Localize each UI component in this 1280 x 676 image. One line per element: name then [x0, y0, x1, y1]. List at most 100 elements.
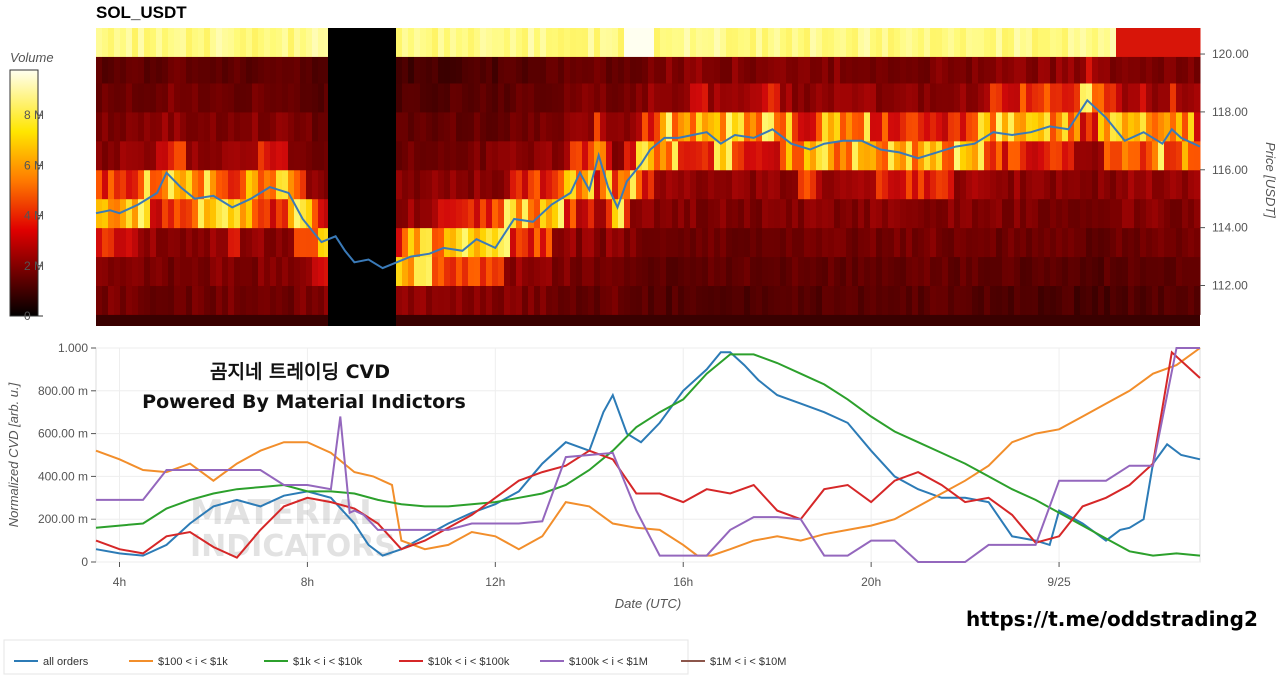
- heatmap-cell: [144, 285, 151, 315]
- heatmap-cell: [642, 169, 649, 200]
- heatmap-cell: [288, 28, 295, 57]
- heatmap-cell: [1056, 54, 1063, 84]
- heatmap-cell: [114, 256, 121, 286]
- heatmap-cell: [462, 169, 469, 200]
- heatmap-cell: [312, 82, 319, 113]
- heatmap-cell: [912, 169, 919, 200]
- heatmap-cell: [732, 111, 739, 142]
- heatmap-cell: [852, 169, 859, 200]
- heatmap-cell: [1062, 82, 1069, 113]
- heatmap-cell: [1086, 111, 1093, 142]
- legend-entry[interactable]: $100 < i < $1k: [158, 656, 228, 668]
- heatmap-cell: [300, 227, 307, 258]
- heatmap-cell: [972, 285, 979, 315]
- telegram-link[interactable]: https://t.me/oddstrading2: [966, 607, 1258, 631]
- heatmap-cell: [486, 54, 493, 84]
- heatmap-cell: [894, 256, 901, 286]
- heatmap-cell: [1098, 256, 1105, 286]
- heatmap-cell: [498, 28, 505, 57]
- heatmap-cell: [630, 140, 637, 171]
- heatmap-cell: [228, 111, 235, 142]
- cvd-series-line-2: [95, 353, 1201, 557]
- heatmap-cell: [516, 256, 523, 286]
- heatmap-cell: [1194, 82, 1201, 113]
- heatmap-cell: [672, 82, 679, 113]
- heatmap-cell: [270, 285, 277, 315]
- heatmap-cell: [756, 227, 763, 258]
- heatmap-cell: [444, 54, 451, 84]
- heatmap-cell: [990, 28, 997, 57]
- heatmap-cell: [1032, 227, 1039, 258]
- heatmap-cell: [492, 82, 499, 113]
- heatmap-cell: [966, 169, 973, 200]
- legend-entry[interactable]: $100k < i < $1M: [569, 656, 648, 668]
- heatmap-cell: [708, 111, 715, 142]
- heatmap-cell: [696, 285, 703, 315]
- heatmap-cell: [426, 285, 433, 315]
- heatmap-cell: [396, 82, 403, 113]
- heatmap-cell: [234, 82, 241, 113]
- legend: all orders $100 < i < $1k $1k < i < $10k $1…: [14, 656, 786, 668]
- legend-entry[interactable]: $1k < i < $10k: [293, 656, 363, 668]
- heatmap-cell: [912, 82, 919, 113]
- heatmap-cell: [996, 227, 1003, 258]
- heatmap-cell: [984, 256, 991, 286]
- legend-entry[interactable]: $10k < i < $100k: [428, 656, 510, 668]
- heatmap-cell: [450, 140, 457, 171]
- heatmap-cell: [420, 140, 427, 171]
- heatmap-cell: [294, 227, 301, 258]
- cvd-x-tick-label: 16h: [673, 575, 693, 589]
- heatmap-cell: [126, 169, 133, 200]
- legend-entry[interactable]: all orders: [43, 656, 89, 668]
- heatmap-cell: [270, 28, 277, 57]
- legend-entry[interactable]: $1M < i < $10M: [710, 656, 786, 668]
- heatmap-cell: [690, 111, 697, 142]
- heatmap-cell: [288, 227, 295, 258]
- heatmap-cell: [96, 169, 103, 200]
- heatmap-cell: [174, 82, 181, 113]
- heatmap-cell: [1116, 256, 1123, 286]
- heatmap-cell: [318, 285, 325, 315]
- heatmap-cell: [102, 227, 109, 258]
- heatmap-cell: [822, 28, 829, 57]
- heatmap-cell: [1056, 169, 1063, 200]
- heatmap-cell: [1170, 227, 1177, 258]
- heatmap-cell: [222, 140, 229, 171]
- heatmap-cell: [1098, 28, 1105, 57]
- heatmap-cell: [216, 256, 223, 286]
- heatmap-cell: [138, 111, 145, 142]
- heatmap-cell: [1170, 198, 1177, 229]
- heatmap-cell: [786, 54, 793, 84]
- heatmap-cell: [816, 285, 823, 315]
- heatmap-cell: [546, 28, 553, 57]
- heatmap-cell: [306, 28, 313, 57]
- heatmap-cell: [954, 198, 961, 229]
- heatmap-cell: [1164, 111, 1171, 142]
- heatmap-cell: [456, 256, 463, 286]
- heatmap-cell: [972, 111, 979, 142]
- heatmap-cell: [1098, 111, 1105, 142]
- heatmap-cell: [828, 169, 835, 200]
- colorbar-tick-label: 6 M: [24, 158, 44, 172]
- heatmap-cell: [966, 54, 973, 84]
- heatmap-cell: [564, 227, 571, 258]
- heatmap-cell: [762, 54, 769, 84]
- heatmap-cell: [420, 169, 427, 200]
- heatmap-cell: [162, 227, 169, 258]
- heatmap-cell: [1014, 111, 1021, 142]
- heatmap-cell: [588, 111, 595, 142]
- heatmap-cell: [474, 28, 481, 57]
- heatmap-cell: [876, 169, 883, 200]
- heatmap-cell: [690, 140, 697, 171]
- heatmap-cell: [192, 256, 199, 286]
- heatmap-cell: [750, 82, 757, 113]
- heatmap-cell: [252, 54, 259, 84]
- heatmap-cell: [558, 285, 565, 315]
- heatmap-cell: [732, 285, 739, 315]
- heatmap-cell: [780, 198, 787, 229]
- heatmap-cell: [180, 82, 187, 113]
- heatmap-cell: [420, 82, 427, 113]
- heatmap-cell: [654, 54, 661, 84]
- watermark-title: 곰지네 트레이딩 CVD: [210, 361, 390, 383]
- heatmap-cell: [822, 54, 829, 84]
